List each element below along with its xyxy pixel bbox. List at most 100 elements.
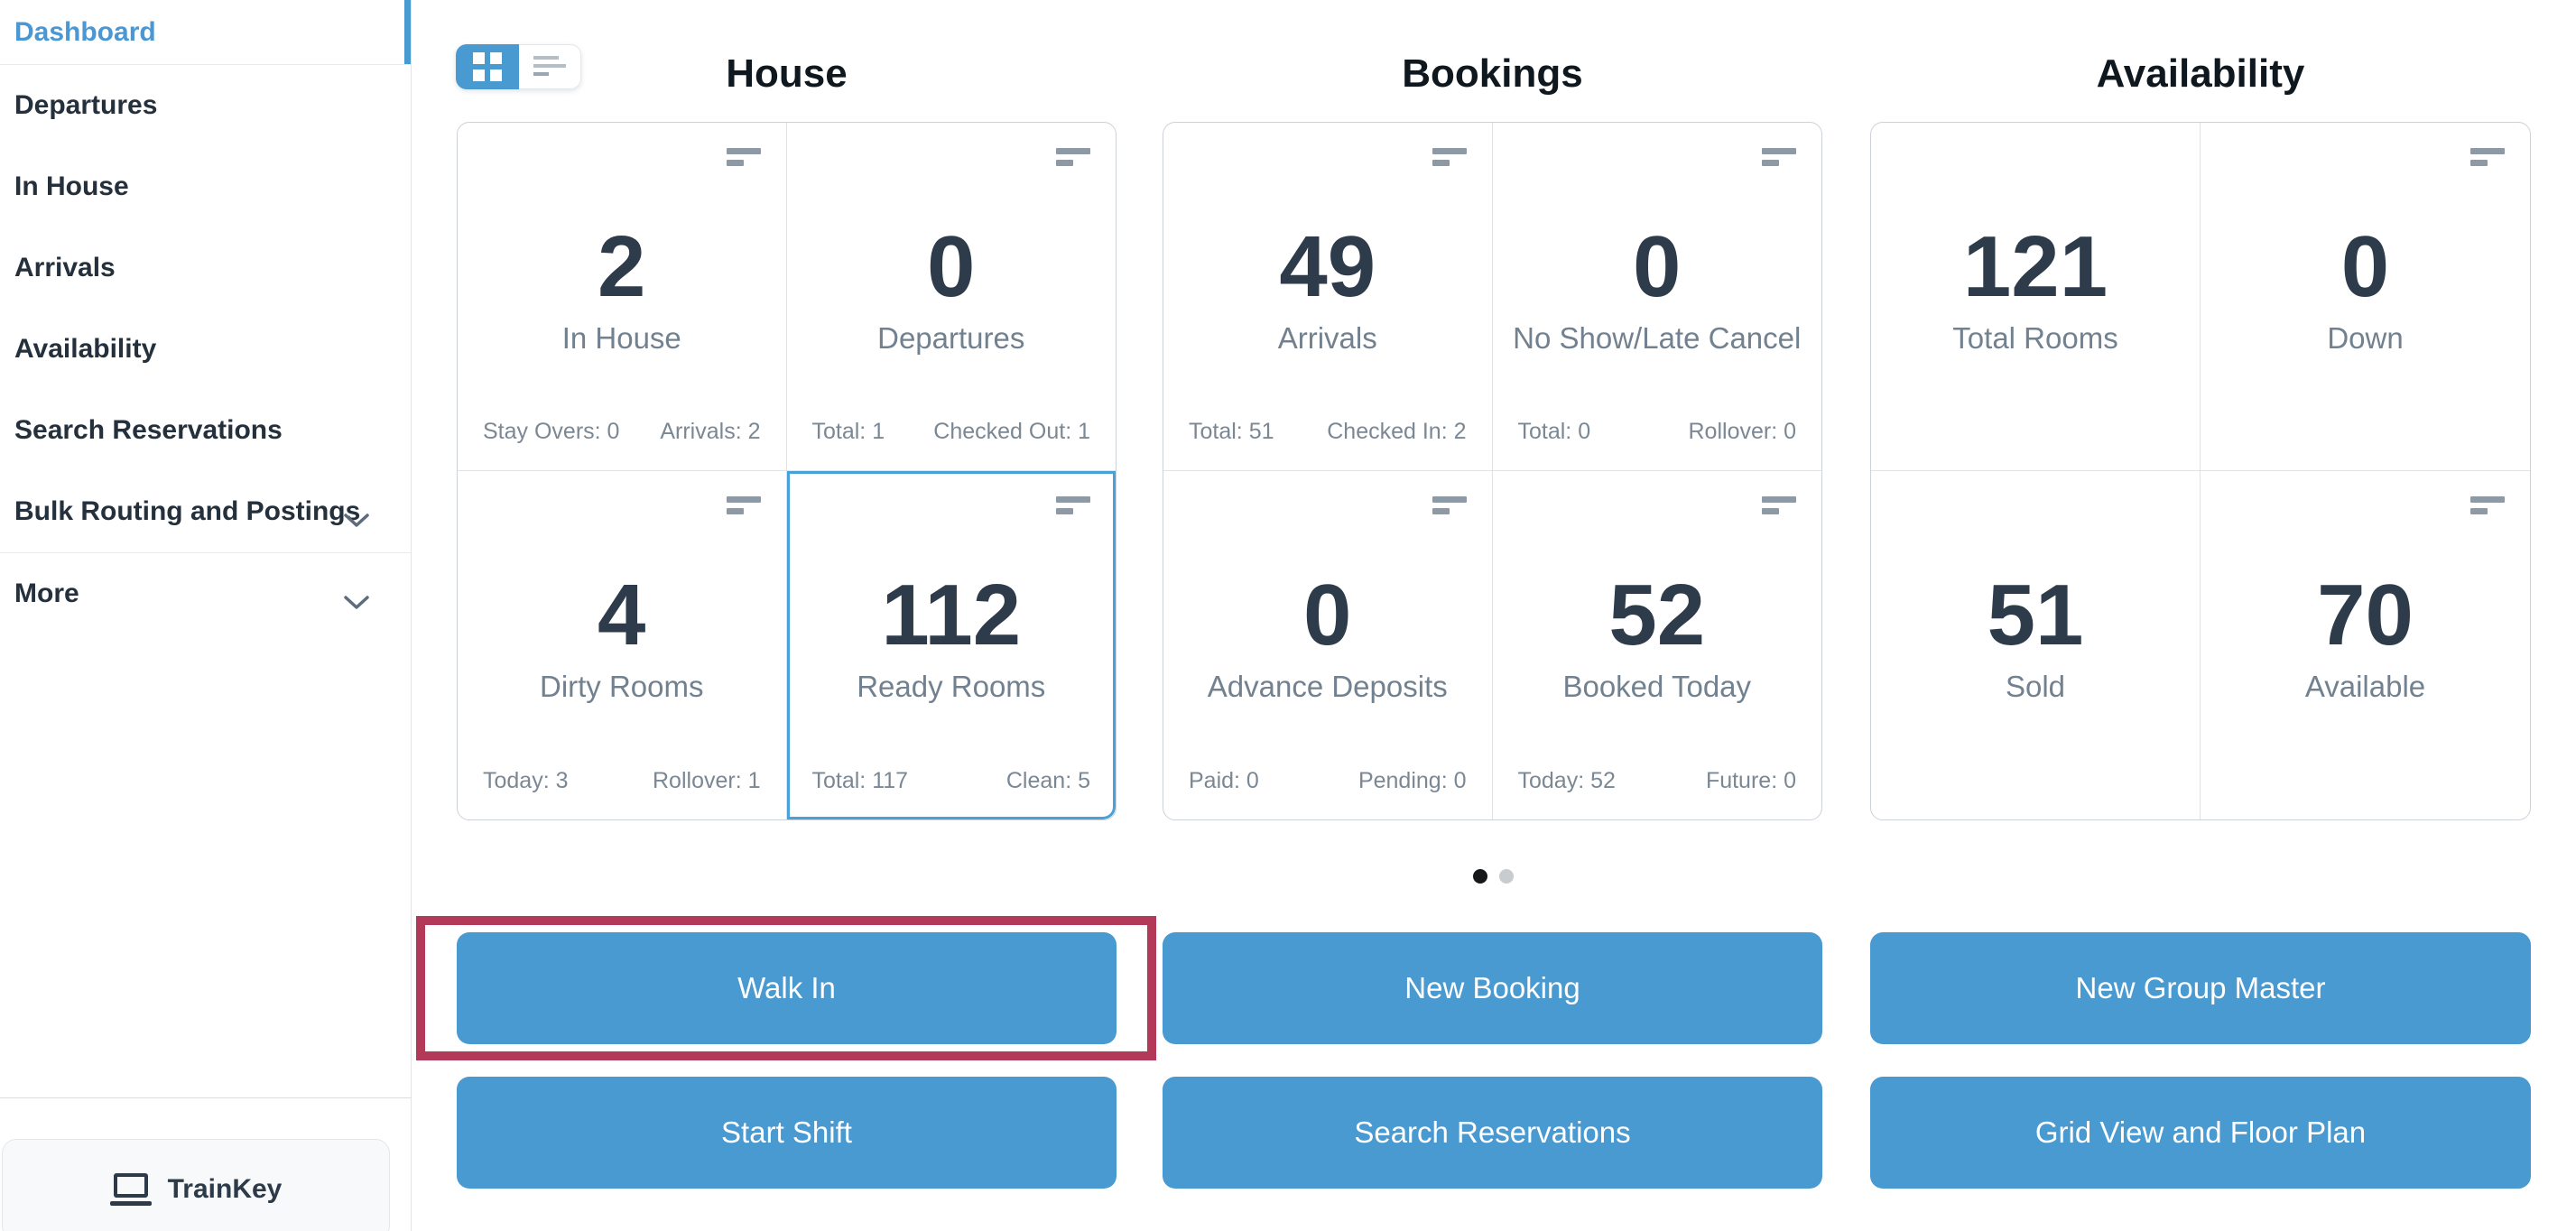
chevron-down-icon — [344, 587, 369, 617]
sidebar-item-bulk-routing[interactable]: Bulk Routing and Postings — [0, 471, 411, 552]
tile-total-rooms[interactable]: 121 Total Rooms — [1871, 123, 2201, 471]
tile-available[interactable]: 70 Available — [2201, 471, 2530, 819]
tile-label: Advance Deposits — [1207, 670, 1448, 703]
tile-value: 0 — [1633, 218, 1682, 315]
list-view-icon — [533, 56, 566, 78]
tile-stat-right: Pending: 0 — [1357, 768, 1467, 793]
section-title-bookings: Bookings — [1402, 51, 1583, 96]
tile-stat-left: Total: 0 — [1517, 419, 1591, 444]
tile-value: 121 — [1962, 218, 2108, 315]
tile-arrivals[interactable]: 49 Arrivals Total: 51 Checked In: 2 — [1163, 123, 1493, 471]
tile-label: Sold — [2005, 670, 2066, 703]
tile-value: 52 — [1608, 567, 1706, 663]
section-title-availability: Availability — [2096, 51, 2305, 96]
tile-value: 0 — [2340, 218, 2390, 315]
tile-menu-icon[interactable] — [1432, 496, 1467, 514]
tile-value: 112 — [881, 567, 1022, 663]
sidebar-item-label: Dashboard — [14, 16, 156, 47]
tile-menu-icon[interactable] — [726, 496, 761, 514]
tile-label: In House — [561, 321, 681, 355]
tile-in-house[interactable]: 2 In House Stay Overs: 0 Arrivals: 2 — [458, 123, 787, 471]
tile-stat-right: Checked In: 2 — [1327, 419, 1467, 444]
tile-value: 51 — [1987, 567, 2084, 663]
sidebar-item-label: More — [14, 578, 79, 608]
grid-view-floor-plan-button[interactable]: Grid View and Floor Plan — [1870, 1077, 2531, 1189]
list-view-button[interactable] — [518, 44, 581, 89]
new-group-master-button[interactable]: New Group Master — [1870, 932, 2531, 1044]
bookings-card-group: 49 Arrivals Total: 51 Checked In: 2 0 No… — [1163, 122, 1822, 820]
tile-label: Total Rooms — [1952, 321, 2118, 355]
tile-stat-right: Rollover: 1 — [653, 768, 761, 793]
tile-menu-icon[interactable] — [1056, 496, 1090, 514]
tile-menu-icon[interactable] — [1056, 148, 1090, 166]
sidebar-item-label: Availability — [14, 334, 157, 364]
sidebar-item-more[interactable]: More — [0, 552, 411, 634]
sidebar-item-departures[interactable]: Departures — [0, 65, 411, 146]
tile-menu-icon[interactable] — [1432, 148, 1467, 166]
tile-stat-right: Clean: 5 — [1005, 768, 1090, 793]
tile-value: 0 — [927, 218, 976, 315]
tile-menu-icon[interactable] — [2470, 496, 2505, 514]
tile-value: 2 — [598, 218, 646, 315]
view-toggle — [456, 44, 581, 89]
tile-menu-icon[interactable] — [1762, 148, 1796, 166]
tile-booked-today[interactable]: 52 Booked Today Today: 52 Future: 0 — [1493, 471, 1822, 819]
sidebar-item-in-house[interactable]: In House — [0, 146, 411, 227]
grid-view-button[interactable] — [456, 44, 519, 89]
tile-stat-right: Rollover: 0 — [1688, 419, 1797, 444]
sidebar-item-availability[interactable]: Availability — [0, 309, 411, 390]
walk-in-button[interactable]: Walk In — [457, 932, 1117, 1044]
tile-label: Ready Rooms — [857, 670, 1046, 703]
tile-no-show-late-cancel[interactable]: 0 No Show/Late Cancel Total: 0 Rollover:… — [1492, 123, 1821, 471]
grid-view-icon — [472, 52, 502, 81]
tile-menu-icon[interactable] — [2470, 148, 2505, 166]
tile-stat-left: Total: 1 — [811, 419, 885, 444]
active-indicator-bar — [404, 0, 411, 64]
sidebar-item-dashboard[interactable]: Dashboard — [0, 0, 411, 65]
trainkey-label: TrainKey — [167, 1174, 283, 1204]
tile-stat-left: Today: 52 — [1517, 768, 1616, 793]
new-booking-button[interactable]: New Booking — [1163, 932, 1822, 1044]
tile-stat-right: Future: 0 — [1705, 768, 1796, 793]
section-title-house: House — [726, 51, 848, 96]
tile-dirty-rooms[interactable]: 4 Dirty Rooms Today: 3 Rollover: 1 — [458, 471, 787, 819]
tile-departures[interactable]: 0 Departures Total: 1 Checked Out: 1 — [786, 123, 1116, 471]
tile-label: Down — [2327, 321, 2404, 355]
tile-value: 49 — [1279, 218, 1376, 315]
tile-stat-left: Total: 117 — [811, 768, 909, 793]
tile-down[interactable]: 0 Down — [2201, 123, 2530, 471]
tile-menu-icon[interactable] — [726, 148, 761, 166]
sidebar-item-label: Search Reservations — [14, 415, 283, 445]
tile-sold[interactable]: 51 Sold — [1871, 471, 2201, 819]
sidebar-item-search-reservations[interactable]: Search Reservations — [0, 390, 411, 471]
laptop-icon — [109, 1173, 152, 1206]
chevron-down-icon — [344, 504, 369, 535]
tile-label: Available — [2304, 670, 2426, 703]
start-shift-button[interactable]: Start Shift — [457, 1077, 1117, 1189]
availability-card-group: 121 Total Rooms 0 Down 51 Sold 70 Availa… — [1870, 122, 2531, 820]
house-card-group: 2 In House Stay Overs: 0 Arrivals: 2 0 D… — [457, 122, 1117, 820]
trainkey-button[interactable]: TrainKey — [2, 1139, 390, 1231]
tile-value: 4 — [598, 567, 646, 663]
sidebar-item-arrivals[interactable]: Arrivals — [0, 227, 411, 309]
sidebar: Dashboard Departures In House Arrivals A… — [0, 0, 412, 1231]
tile-menu-icon[interactable] — [1762, 496, 1796, 514]
page-dot-active[interactable] — [1473, 869, 1487, 884]
tile-label: Booked Today — [1562, 670, 1752, 703]
tile-label: No Show/Late Cancel — [1513, 321, 1802, 355]
sidebar-item-label: Arrivals — [14, 253, 116, 282]
tile-stat-left: Total: 51 — [1189, 419, 1274, 444]
sidebar-item-label: Bulk Routing and Postings — [14, 496, 361, 526]
sidebar-item-label: In House — [14, 171, 129, 201]
page-dot-inactive[interactable] — [1499, 869, 1514, 884]
tile-label: Dirty Rooms — [539, 670, 704, 703]
tile-stat-right: Checked Out: 1 — [933, 419, 1090, 444]
sidebar-item-label: Departures — [14, 90, 158, 120]
tile-value: 70 — [2317, 567, 2414, 663]
tile-stat-right: Arrivals: 2 — [660, 419, 761, 444]
tile-ready-rooms-selected[interactable]: 112 Ready Rooms Total: 117 Clean: 5 — [787, 471, 1117, 819]
search-reservations-button[interactable]: Search Reservations — [1163, 1077, 1822, 1189]
tile-stat-left: Paid: 0 — [1189, 768, 1259, 793]
tile-advance-deposits[interactable]: 0 Advance Deposits Paid: 0 Pending: 0 — [1163, 471, 1493, 819]
